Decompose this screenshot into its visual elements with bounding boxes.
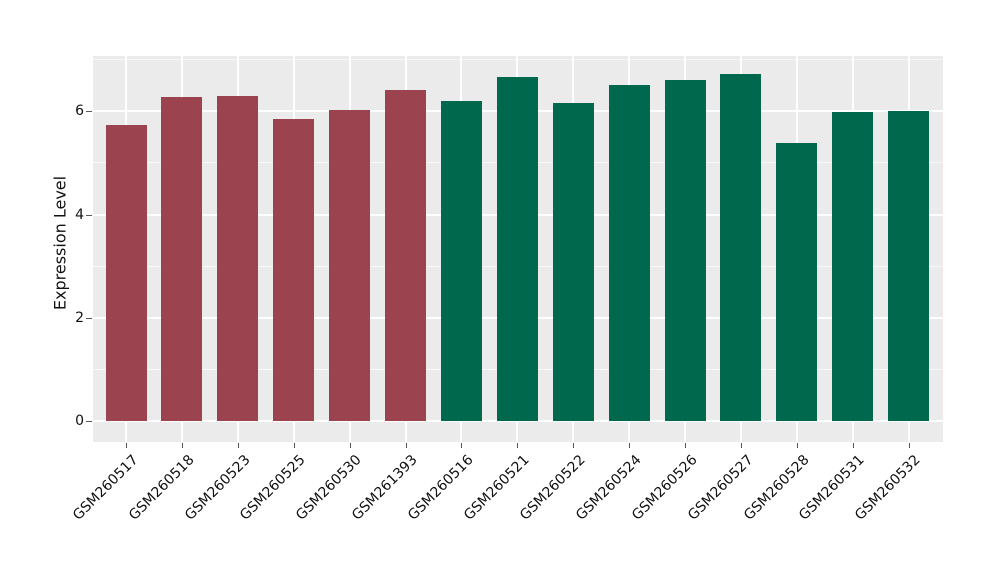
x-tick-mark-GSM260517 bbox=[126, 443, 127, 448]
x-tick-mark-GSM261393 bbox=[405, 443, 407, 448]
x-tick-mark-GSM260521 bbox=[517, 443, 519, 448]
x-tick-mark-GSM260525 bbox=[293, 443, 295, 448]
x-tick-mark-GSM260526 bbox=[685, 443, 686, 448]
bar-GSM260524 bbox=[608, 84, 650, 422]
bar-GSM261393 bbox=[385, 89, 426, 422]
y-tick-label-4: 4 bbox=[75, 206, 84, 223]
bar-GSM260526 bbox=[664, 79, 706, 422]
y-tick-label-2: 2 bbox=[75, 309, 84, 326]
y-tick-label-0: 0 bbox=[75, 413, 84, 430]
x-tick-mark-GSM260530 bbox=[349, 443, 351, 448]
x-tick-mark-GSM260532 bbox=[908, 443, 910, 448]
x-tick-mark-GSM260527 bbox=[740, 443, 742, 448]
bar-GSM260532 bbox=[888, 110, 930, 422]
x-tick-mark-GSM260516 bbox=[461, 443, 463, 448]
x-tick-mark-GSM260531 bbox=[852, 443, 854, 448]
bar-GSM260518 bbox=[161, 97, 203, 422]
y-tick-label-6: 6 bbox=[75, 103, 84, 120]
y-tick-mark-2 bbox=[86, 317, 92, 319]
x-tick-mark-GSM260518 bbox=[181, 443, 183, 448]
x-tick-mark-GSM260523 bbox=[237, 443, 239, 448]
x-tick-mark-GSM260524 bbox=[629, 443, 631, 448]
bar-GSM260527 bbox=[720, 73, 762, 422]
bar-GSM260523 bbox=[217, 95, 259, 422]
x-tick-mark-GSM260528 bbox=[796, 443, 798, 448]
y-tick-mark-6 bbox=[86, 111, 92, 113]
bar-GSM260525 bbox=[273, 119, 315, 422]
bar-GSM260517 bbox=[105, 124, 147, 422]
plot-panel bbox=[93, 56, 943, 442]
bar-GSM260530 bbox=[329, 110, 371, 422]
y-tick-mark-4 bbox=[86, 214, 92, 216]
y-tick-mark-0 bbox=[86, 421, 92, 423]
bar-GSM260521 bbox=[496, 76, 538, 422]
bar-GSM260516 bbox=[440, 101, 482, 422]
y-axis-title: Expression Level bbox=[50, 175, 70, 311]
x-tick-mark-GSM260522 bbox=[573, 443, 575, 448]
bar-GSM260531 bbox=[832, 112, 874, 422]
bar-GSM260528 bbox=[776, 143, 818, 422]
bar-GSM260522 bbox=[552, 103, 594, 422]
